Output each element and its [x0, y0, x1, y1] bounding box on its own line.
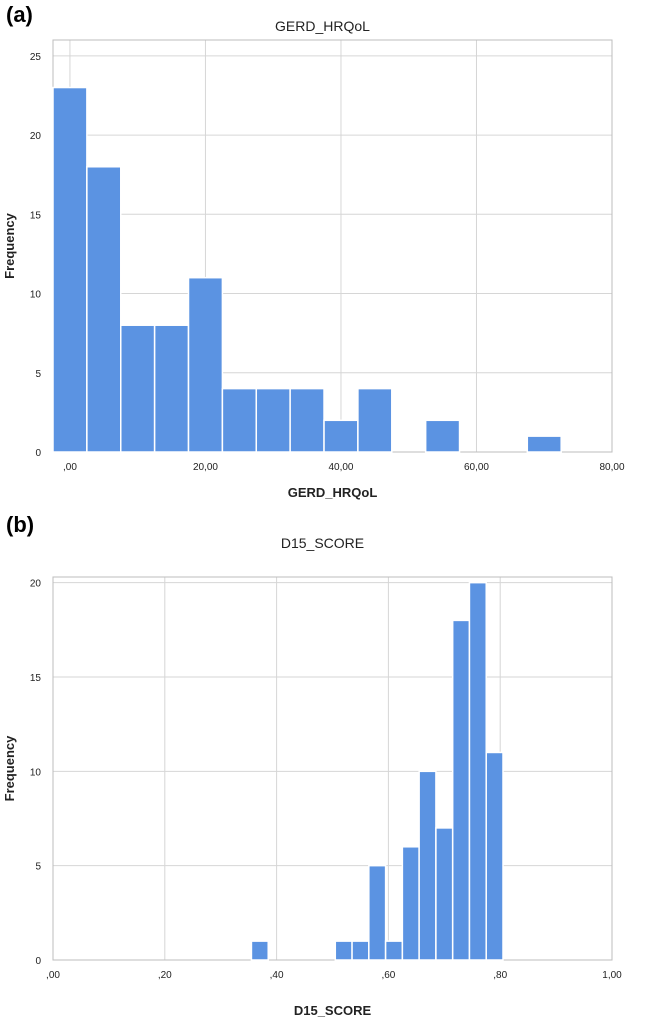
y-tick-label: 10 — [30, 767, 42, 778]
histogram-bar — [435, 827, 454, 961]
histogram-bar — [424, 419, 461, 453]
panel-label: (b) — [6, 512, 35, 537]
x-axis-title: GERD_HRQoL — [288, 485, 378, 500]
histogram-plot: 0 5 10 15 20 ,00 ,20 ,40 ,60 ,80 1,00 D15_SCORE Freq… — [2, 576, 622, 1018]
histogram-bar — [351, 940, 370, 961]
histogram-plot: 0 5 10 15 20 25 ,00 20,00 40,00 60,00 80,00 GERD_HR… — [2, 39, 625, 500]
x-tick-label: ,60 — [381, 970, 395, 981]
plot-frame — [52, 576, 613, 961]
panel-label: (a) — [6, 2, 33, 27]
histogram-bar — [485, 751, 504, 961]
histogram-bar — [323, 419, 359, 453]
histogram-bar — [153, 324, 190, 453]
y-tick-label: 0 — [35, 448, 41, 459]
histogram-bar — [221, 387, 258, 453]
x-tick-label: 40,00 — [328, 462, 353, 473]
histogram-bar — [52, 86, 88, 453]
y-tick-label: 5 — [35, 862, 41, 873]
histogram-bar — [468, 581, 487, 961]
histogram-bar — [368, 864, 387, 961]
histogram-panel-b: (b) D15_SCORE 0 5 10 15 20 ,00 ,20 ,40 ,60 ,80 1,0… — [0, 510, 645, 1033]
x-tick-label: ,80 — [493, 970, 507, 981]
histogram-bar — [187, 276, 224, 453]
histogram-bar — [384, 940, 404, 961]
histogram-bar — [451, 619, 471, 961]
histogram-bar — [255, 387, 291, 453]
histogram-bar — [120, 324, 156, 453]
histogram-bar — [289, 387, 325, 453]
x-tick-label: ,20 — [158, 970, 172, 981]
y-tick-label: 15 — [30, 210, 42, 221]
histogram-bar — [250, 940, 269, 961]
histogram-bar — [526, 435, 562, 453]
y-tick-label: 0 — [35, 956, 41, 967]
histogram-bar — [357, 387, 393, 453]
chart-title: GERD_HRQoL — [275, 18, 370, 34]
histogram-bar — [86, 166, 122, 453]
histogram-bar — [418, 770, 437, 961]
y-tick-label: 15 — [30, 673, 42, 684]
histogram-panel-a: (a) GERD_HRQoL 0 5 10 15 20 25 ,00 20,00 40,00 60… — [0, 0, 645, 510]
y-tick-label: 20 — [30, 131, 42, 142]
chart-title: D15_SCORE — [280, 535, 365, 551]
x-tick-label: 20,00 — [193, 462, 218, 473]
histogram-bar — [334, 940, 353, 961]
y-tick-label: 10 — [30, 290, 42, 301]
histogram-bar — [401, 846, 420, 961]
x-tick-label: 80,00 — [599, 462, 624, 473]
x-tick-label: ,00 — [46, 970, 60, 981]
y-axis-title: Frequency — [2, 735, 17, 802]
x-tick-label: 1,00 — [602, 970, 622, 981]
y-tick-label: 20 — [30, 579, 42, 590]
x-tick-label: ,40 — [270, 970, 284, 981]
y-tick-label: 25 — [30, 52, 42, 63]
x-tick-label: ,00 — [63, 462, 77, 473]
x-tick-label: 60,00 — [464, 462, 489, 473]
y-tick-label: 5 — [35, 369, 41, 380]
y-axis-title: Frequency — [2, 212, 17, 279]
x-axis-title: D15_SCORE — [294, 1003, 372, 1018]
